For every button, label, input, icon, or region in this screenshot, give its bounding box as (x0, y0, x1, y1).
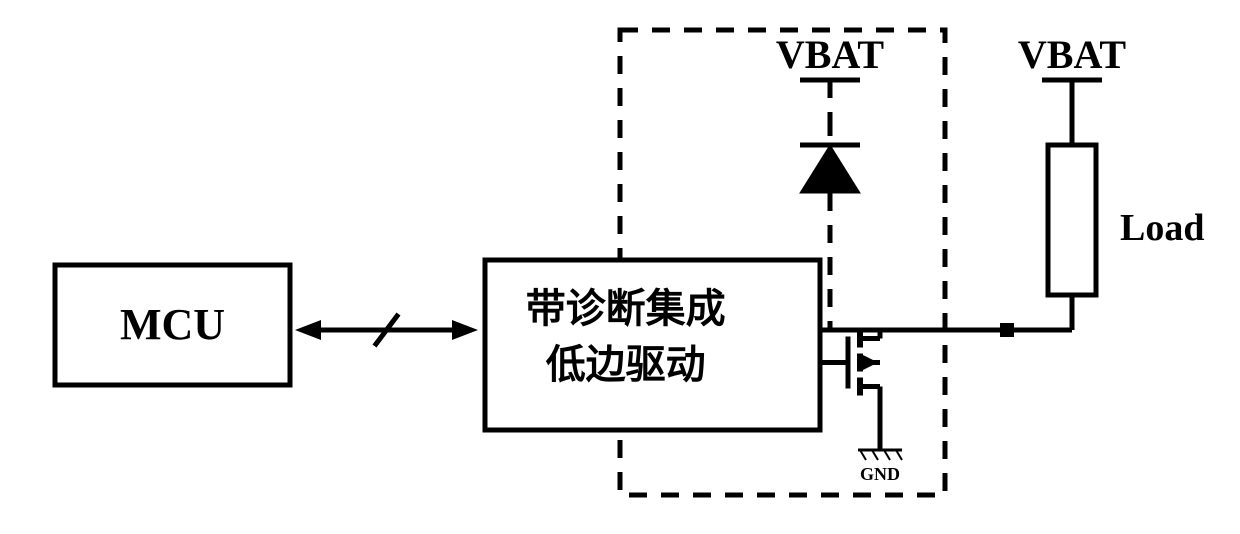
mcu-block: MCU (55, 265, 290, 385)
circuit-diagram: MCU 带诊断集成 低边驱动 VBAT (0, 0, 1240, 534)
gnd-label: GND (860, 464, 900, 484)
vbat-outer: VBAT (1018, 32, 1126, 125)
vbat-outer-label: VBAT (1018, 32, 1126, 77)
load-label: Load (1120, 207, 1204, 249)
driver-label-line1: 带诊断集成 (526, 286, 726, 331)
mcu-label: MCU (120, 300, 225, 349)
vbat-inner-label: VBAT (776, 32, 884, 77)
mosfet: GND (820, 330, 902, 485)
vbat-inner: VBAT (776, 32, 884, 118)
driver-block: 带诊断集成 低边驱动 (485, 260, 820, 430)
bidirectional-arrow (295, 314, 478, 346)
load: Load (1048, 125, 1204, 330)
driver-label-line2: 低边驱动 (546, 342, 706, 387)
